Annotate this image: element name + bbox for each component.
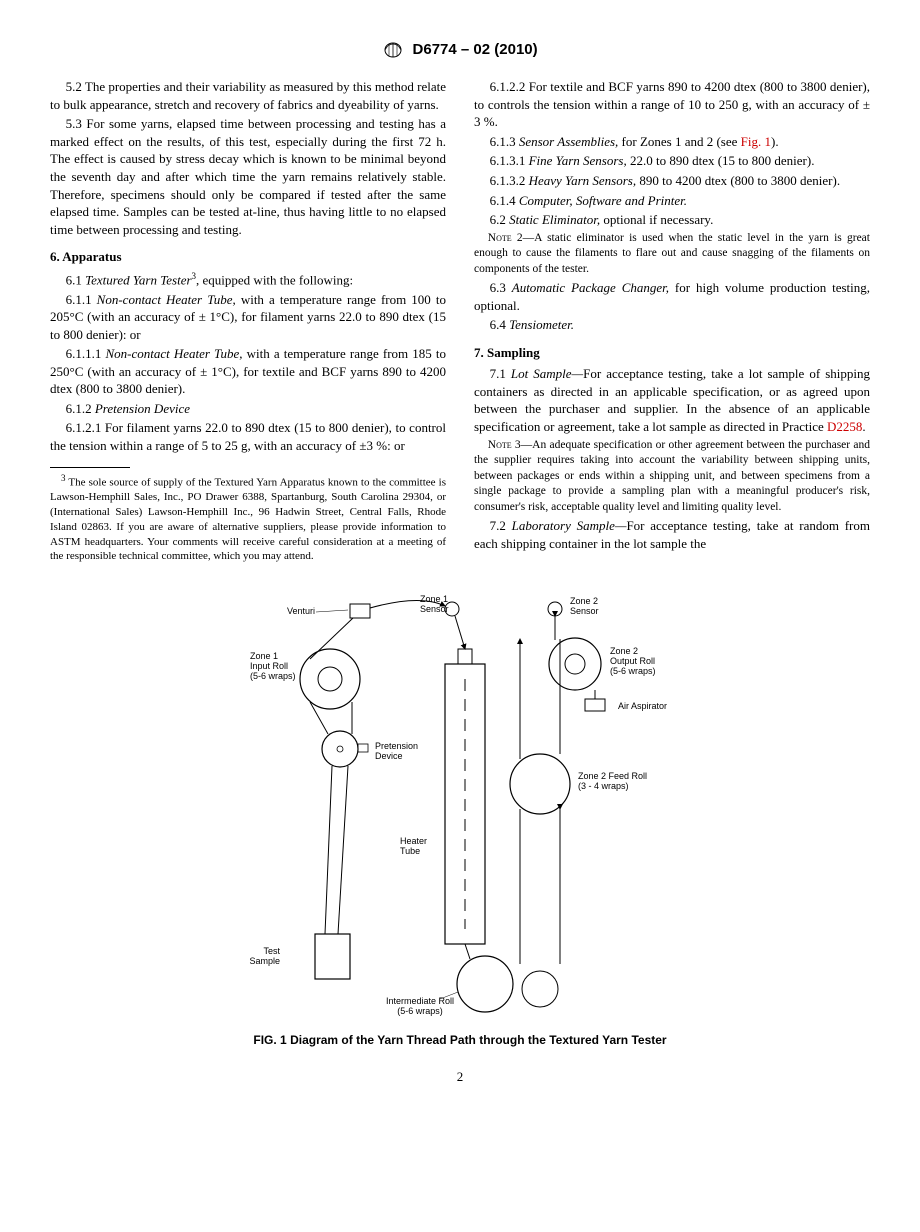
para-6-1-1-1: 6.1.1.1 Non-contact Heater Tube, with a …	[50, 345, 446, 398]
para-5-2: 5.2 The properties and their variability…	[50, 78, 446, 113]
body-columns: 5.2 The properties and their variability…	[50, 78, 870, 564]
note-3: Note 3—An adequate specification or othe…	[474, 438, 870, 516]
svg-text:Tube: Tube	[400, 846, 420, 856]
section-7-heading: 7. Sampling	[474, 344, 870, 362]
para-6-1-3: 6.1.3 Sensor Assemblies, for Zones 1 and…	[474, 133, 870, 151]
label-zone1-input: Zone 1	[250, 651, 278, 661]
para-6-1-1: 6.1.1 Non-contact Heater Tube, with a te…	[50, 291, 446, 344]
para-6-1-3-1: 6.1.3.1 Fine Yarn Sensors, 22.0 to 890 d…	[474, 152, 870, 170]
note-2: Note 2—A static eliminator is used when …	[474, 231, 870, 278]
para-6-1-2-2: 6.1.2.2 For textile and BCF yarns 890 to…	[474, 78, 870, 131]
page-number: 2	[50, 1068, 870, 1086]
label-test-sample: Test	[263, 946, 280, 956]
para-6-1-4: 6.1.4 Computer, Software and Printer.	[474, 192, 870, 210]
label-zone2-output: Zone 2	[610, 646, 638, 656]
para-6-1-2: 6.1.2 Pretension Device	[50, 400, 446, 418]
footnote-block: 3 The sole source of supply of the Textu…	[50, 467, 446, 565]
svg-text:(5-6 wraps): (5-6 wraps)	[397, 1006, 443, 1016]
document-header: D6774 – 02 (2010)	[50, 40, 870, 60]
d2258-link[interactable]: D2258	[827, 419, 862, 434]
para-7-2: 7.2 Laboratory Sample—For acceptance tes…	[474, 517, 870, 552]
svg-text:(5-6 wraps): (5-6 wraps)	[610, 666, 656, 676]
para-6-1: 6.1 Textured Yarn Tester3, equipped with…	[50, 270, 446, 289]
figure-1: Venturi Zone 1 Sensor Zone 2 Sensor Zone…	[50, 584, 870, 1048]
section-6-heading: 6. Apparatus	[50, 248, 446, 266]
label-zone2-sensor: Zone 2	[570, 596, 598, 606]
figure-1-caption: FIG. 1 Diagram of the Yarn Thread Path t…	[50, 1032, 870, 1048]
footnote-3: 3 The sole source of supply of the Textu…	[50, 472, 446, 565]
para-6-1-3-2: 6.1.3.2 Heavy Yarn Sensors, 890 to 4200 …	[474, 172, 870, 190]
astm-logo	[382, 41, 404, 59]
header-designation: D6774 – 02 (2010)	[413, 41, 538, 58]
para-6-2: 6.2 Static Eliminator, optional if neces…	[474, 211, 870, 229]
label-pretension: Pretension	[375, 741, 418, 751]
svg-text:Device: Device	[375, 751, 403, 761]
label-air-aspirator: Air Aspirator	[618, 701, 667, 711]
label-zone1-sensor: Zone 1	[420, 594, 448, 604]
svg-text:Output Roll: Output Roll	[610, 656, 655, 666]
svg-text:Sensor: Sensor	[570, 606, 599, 616]
footnote-rule	[50, 467, 130, 468]
label-venturi: Venturi	[287, 606, 315, 616]
svg-text:Input Roll: Input Roll	[250, 661, 288, 671]
para-6-4: 6.4 Tensiometer.	[474, 316, 870, 334]
svg-text:(5-6 wraps): (5-6 wraps)	[250, 671, 296, 681]
svg-text:Sensor: Sensor	[420, 604, 449, 614]
label-zone2-feed: Zone 2 Feed Roll	[578, 771, 647, 781]
para-6-3: 6.3 Automatic Package Changer, for high …	[474, 279, 870, 314]
svg-text:Sample: Sample	[249, 956, 280, 966]
figure-1-diagram: Venturi Zone 1 Sensor Zone 2 Sensor Zone…	[220, 584, 700, 1024]
label-heater: Heater	[400, 836, 427, 846]
svg-text:(3 - 4 wraps): (3 - 4 wraps)	[578, 781, 629, 791]
fig-1-link[interactable]: Fig. 1	[741, 134, 771, 149]
para-6-1-2-1: 6.1.2.1 For filament yarns 22.0 to 890 d…	[50, 419, 446, 454]
para-5-3: 5.3 For some yarns, elapsed time between…	[50, 115, 446, 238]
para-7-1: 7.1 Lot Sample—For acceptance testing, t…	[474, 365, 870, 435]
